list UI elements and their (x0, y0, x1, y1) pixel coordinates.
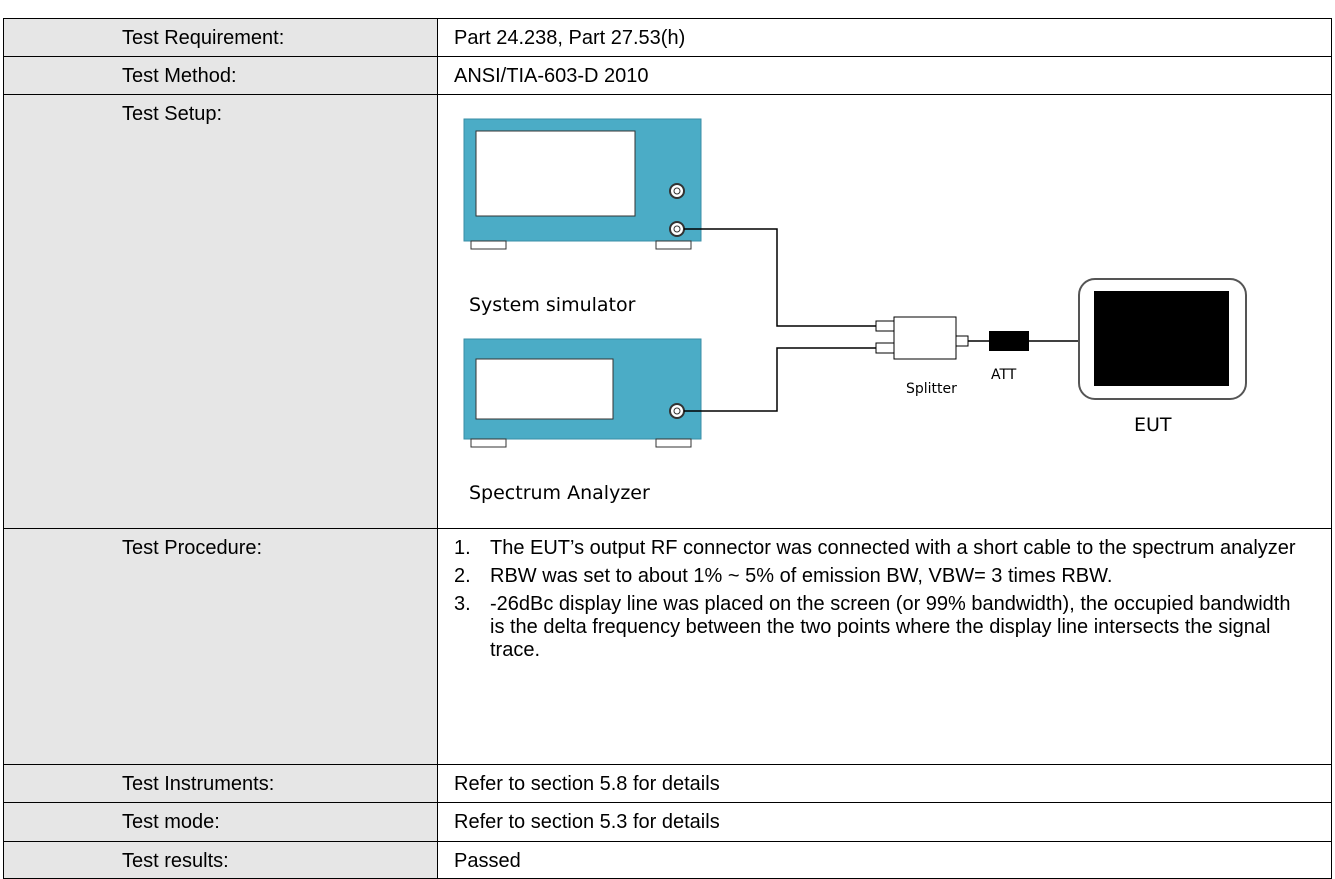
row-value: Refer to section 5.3 for details (438, 803, 1331, 841)
table-row: Test mode: Refer to section 5.3 for detai… (3, 802, 1332, 841)
row-label: Test Requirement: (4, 19, 438, 56)
value-text: Refer to section 5.8 for details (454, 773, 720, 795)
row-label: Test results: (4, 842, 438, 878)
instrument-foot (470, 438, 507, 448)
step-text: RBW was set to about 1% ~ 5% of emission… (490, 565, 1113, 587)
table-row: Test results: Passed (3, 841, 1332, 879)
row-value: ANSI/TIA-603-D 2010 (438, 57, 1331, 94)
device-label: Spectrum Analyzer (469, 482, 650, 504)
step-text: -26dBc display line was placed on the sc… (490, 593, 1291, 661)
table-row: Test Setup: System simulator Spectrum Anal… (3, 94, 1332, 528)
step-number: 1. (454, 537, 471, 559)
connector-pin (673, 187, 681, 195)
step-text: The EUT’s output RF connector was connec… (490, 537, 1296, 559)
value-text: ANSI/TIA-603-D 2010 (454, 65, 649, 87)
device-label: Splitter (906, 381, 957, 397)
device-label: EUT (1134, 414, 1172, 436)
connector-pin (673, 225, 681, 233)
splitter-port (875, 320, 895, 332)
splitter-body (893, 316, 957, 360)
row-value: Passed (438, 842, 1331, 878)
table-row: Test Method: ANSI/TIA-603-D 2010 (3, 56, 1332, 94)
step-number: 2. (454, 565, 471, 587)
connector-pin (673, 407, 681, 415)
procedure-step: 1. The EUT’s output RF connector was conn… (454, 537, 1331, 560)
row-label: Test Setup: (4, 95, 438, 528)
device-label: ATT (991, 367, 1017, 383)
row-value: System simulator Spectrum Analyzer Splitte… (438, 95, 1331, 528)
setup-diagram: System simulator Spectrum Analyzer Splitte… (463, 118, 1247, 504)
cable (684, 228, 876, 327)
splitter-port (955, 335, 969, 347)
instrument-foot (470, 240, 507, 250)
row-value: Part 24.238, Part 27.53(h) (438, 19, 1331, 56)
table-row: Test Requirement: Part 24.238, Part 27.53… (3, 18, 1332, 56)
row-value: 1. The EUT’s output RF connector was conn… (438, 529, 1331, 764)
row-label: Test mode: (4, 803, 438, 841)
instrument-screen (475, 130, 636, 217)
attenuator (989, 331, 1029, 351)
instrument-foot (655, 438, 692, 448)
row-value: Refer to section 5.8 for details (438, 765, 1331, 802)
connector (669, 403, 685, 419)
procedure-step: 2. RBW was set to about 1% ~ 5% of emissi… (454, 565, 1331, 588)
table-row: Test Procedure: 1. The EUT’s output RF con… (3, 528, 1332, 764)
row-label: Test Instruments: (4, 765, 438, 802)
instrument-foot (655, 240, 692, 250)
value-text: Refer to section 5.3 for details (454, 811, 720, 833)
splitter-port (875, 342, 895, 354)
cable (684, 347, 876, 412)
step-number: 3. (454, 593, 471, 615)
table-row: Test Instruments: Refer to section 5.8 fo… (3, 764, 1332, 802)
row-label: Test Procedure: (4, 529, 438, 764)
instrument-screen (475, 358, 614, 420)
device-label: System simulator (469, 294, 636, 316)
procedure-step: 3. -26dBc display line was placed on the … (454, 593, 1331, 662)
connector (669, 221, 685, 237)
value-text: Passed (454, 850, 521, 872)
eut-screen (1094, 291, 1229, 386)
row-label: Test Method: (4, 57, 438, 94)
value-text: Part 24.238, Part 27.53(h) (454, 27, 686, 49)
diagram-group: System simulator Spectrum Analyzer Splitte… (463, 118, 1247, 504)
connector (669, 183, 685, 199)
